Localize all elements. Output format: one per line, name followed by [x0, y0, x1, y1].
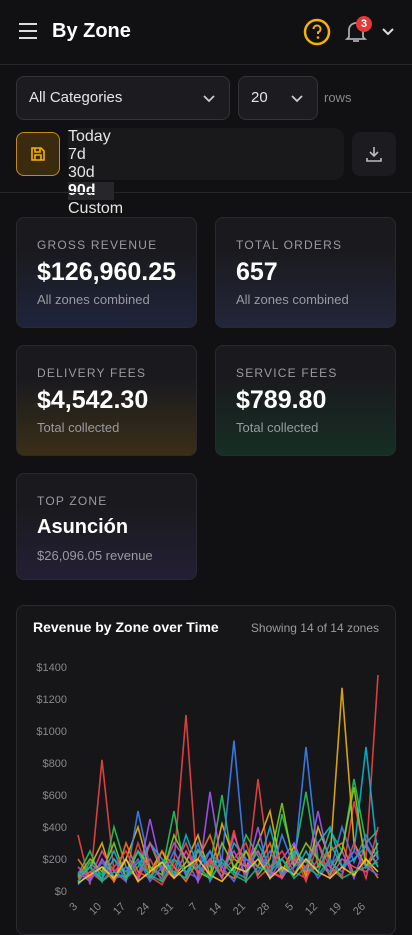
category-value: All Categories: [29, 89, 123, 106]
help-button[interactable]: [303, 18, 331, 46]
y-tick-label: $1400: [36, 662, 67, 674]
stat-label: DELIVERY FEES: [37, 366, 147, 380]
y-tick-label: $1200: [36, 694, 67, 706]
stat-sub: All zones combined: [236, 292, 349, 307]
page-title: By Zone: [52, 20, 131, 42]
header: By Zone 3: [0, 0, 412, 65]
stat-label: SERVICE FEES: [236, 366, 338, 380]
chart: Revenue by Zone over Time Showing 14 of 1…: [33, 619, 379, 915]
divider: [0, 192, 412, 193]
stat-value: $4,542.30: [37, 386, 149, 414]
download-button[interactable]: [352, 132, 396, 176]
rows-label: rows: [324, 90, 352, 105]
x-tick-label: 12: [303, 901, 320, 915]
y-tick-label: $0: [55, 886, 67, 898]
stat-value: $126,960.25: [37, 258, 177, 286]
range-button[interactable]: Custom: [68, 200, 124, 217]
category-select[interactable]: All Categories: [16, 76, 230, 120]
rows-value: 20: [251, 89, 268, 106]
chevron: [203, 95, 215, 103]
chevron: [291, 95, 303, 103]
x-tick-label: 17: [111, 901, 128, 915]
x-tick-label: 3: [67, 901, 80, 914]
rows-select[interactable]: 20: [238, 76, 318, 120]
stat-label: GROSS REVENUE: [37, 238, 158, 252]
x-tick-label: 10: [87, 901, 104, 915]
y-tick-label: $400: [43, 822, 67, 834]
range-button[interactable]: 90d: [68, 182, 114, 200]
x-tick-label: 5: [283, 901, 296, 914]
series-line: [77, 857, 379, 883]
stat-card: TOTAL ORDERS 657 All zones combined: [215, 217, 396, 328]
x-tick-label: 19: [327, 901, 344, 915]
x-tick-label: 26: [351, 901, 368, 915]
x-tick-label: 14: [207, 901, 224, 915]
stat-card: TOP ZONE Asunción $26,096.05 revenue: [16, 473, 197, 580]
chart-title: Revenue by Zone over Time: [33, 619, 219, 635]
stat-sub: All zones combined: [37, 292, 150, 307]
chart-subtitle: Showing 14 of 14 zones: [251, 621, 379, 635]
x-tick-label: 7: [187, 901, 200, 914]
y-tick-label: $800: [43, 758, 67, 770]
y-tick-label: $1000: [36, 726, 67, 738]
x-tick-label: 21: [231, 901, 248, 915]
x-tick-label: 24: [135, 901, 152, 915]
series-line: [77, 857, 379, 884]
stat-value: Asunción: [37, 516, 129, 538]
y-tick-label: $200: [43, 854, 67, 866]
save-button[interactable]: [16, 132, 60, 176]
range-selector: Today 7d 30d 90d Custom: [68, 128, 344, 217]
stat-value: $789.80: [236, 386, 327, 414]
notification-badge: 3: [356, 16, 372, 32]
stat-card: GROSS REVENUE $126,960.25 All zones combin…: [16, 217, 197, 328]
stat-sub: Total collected: [236, 420, 319, 435]
stat-sub: $26,096.05 revenue: [37, 548, 153, 563]
stat-card: DELIVERY FEES $4,542.30 Total collected: [16, 345, 197, 456]
range-button[interactable]: 7d: [68, 146, 86, 163]
stat-label: TOTAL ORDERS: [236, 238, 343, 252]
x-tick-label: 31: [159, 901, 176, 915]
stat-sub: Total collected: [37, 420, 120, 435]
range-button[interactable]: 30d: [68, 164, 95, 181]
stat-value: 657: [236, 258, 278, 286]
stat-card: SERVICE FEES $789.80 Total collected: [215, 345, 396, 456]
y-tick-label: $600: [43, 790, 67, 802]
save-icon: [31, 147, 45, 161]
range-button[interactable]: Today: [68, 128, 111, 145]
menu-button[interactable]: [18, 22, 38, 40]
x-tick-label: 28: [255, 901, 272, 915]
account-menu[interactable]: [381, 27, 395, 37]
download-icon: [366, 147, 382, 162]
stat-label: TOP ZONE: [37, 494, 108, 508]
